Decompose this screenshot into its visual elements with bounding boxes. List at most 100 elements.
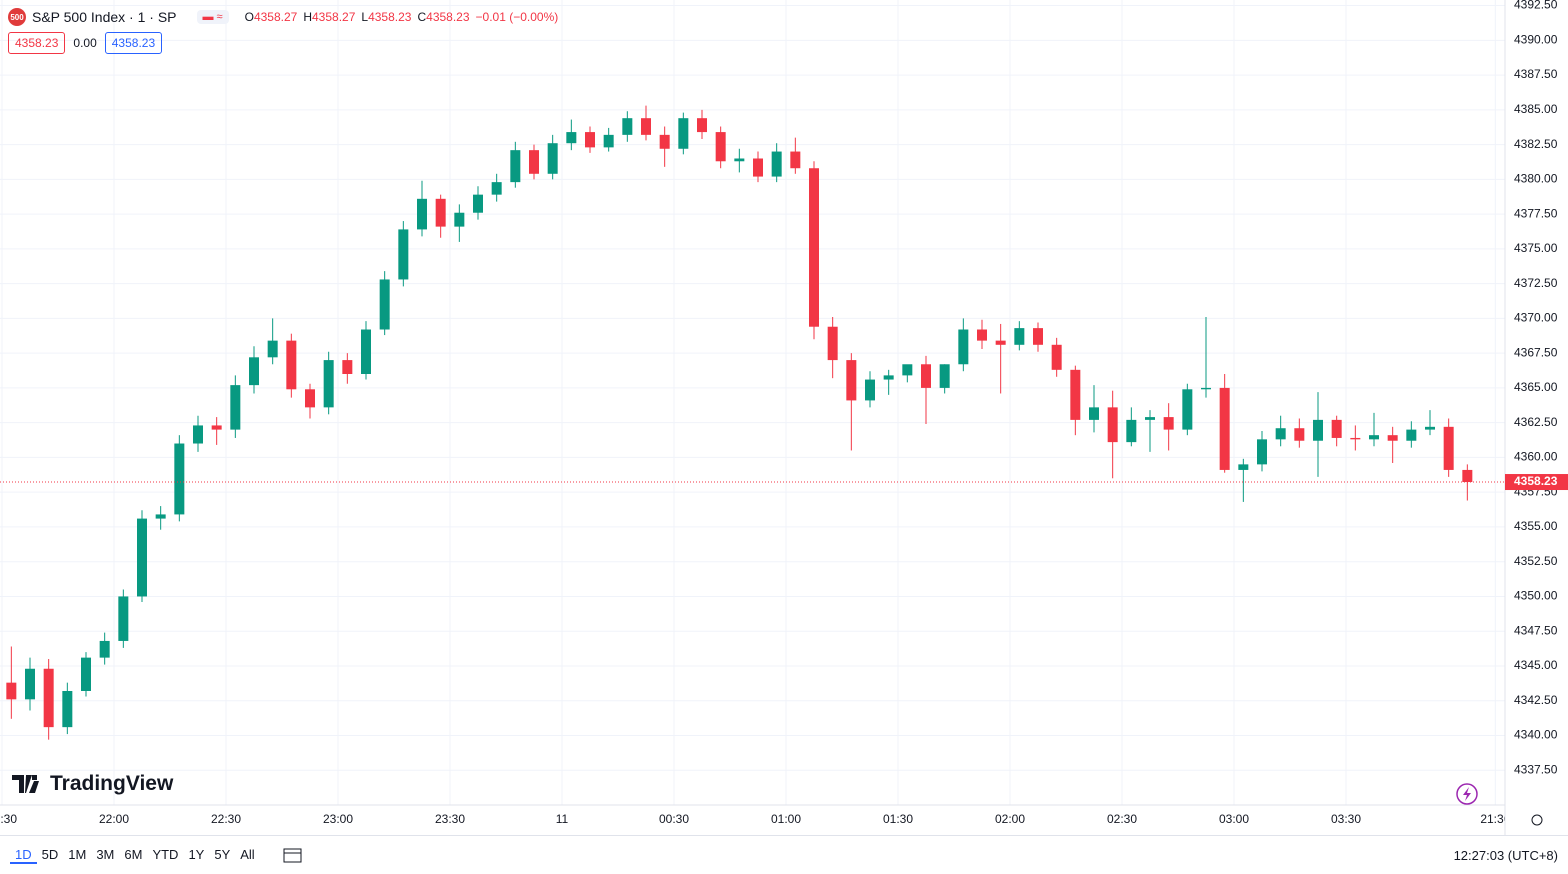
candle-body (641, 118, 651, 135)
change: −0.01 (−0.00%) (475, 10, 559, 24)
brand-logo (12, 775, 39, 793)
candle-body (753, 158, 763, 177)
range-button[interactable]: 6M (124, 846, 143, 862)
last-price-label: 4358.23 (1514, 474, 1558, 488)
ohlc-value: 4358.23 (426, 10, 470, 24)
candle-body (230, 385, 241, 430)
candle-body (827, 326, 838, 361)
range-button[interactable]: 3M (96, 846, 115, 862)
candle-body (678, 118, 689, 149)
y-tick-label: 4382.50 (1514, 137, 1558, 151)
candle-body (1051, 344, 1062, 370)
ohlc-values: O4358.27 H4358.27 L4358.23 C4358.23 (245, 10, 470, 24)
bottom-toolbar: 1D 5D 1M 3M 6M YTD 1Y 5Y All 12:27:03 (UTC+8) (0, 835, 1568, 874)
candle-body (566, 132, 577, 144)
y-tick-label: 4390.00 (1514, 32, 1558, 46)
candle-body (25, 668, 35, 700)
candle-body (547, 143, 558, 174)
candle-body (1182, 389, 1193, 430)
ohlc-key: L (361, 10, 369, 24)
y-tick-label: 4375.00 (1514, 241, 1558, 255)
candle-body (1163, 417, 1174, 430)
candle-body (1219, 387, 1230, 470)
range-button[interactable]: 5D (41, 846, 59, 862)
y-tick-label: 4355.00 (1514, 519, 1558, 533)
range-button[interactable]: 1Y (188, 846, 205, 862)
indicator-pill[interactable]: ▬ ≈ (196, 10, 229, 24)
candle-body (62, 690, 73, 728)
candle-body (305, 389, 315, 408)
symbol-logo: 500 (8, 8, 26, 26)
y-tick-label: 4372.50 (1514, 276, 1558, 290)
candle-body (510, 150, 521, 183)
candles (0, 105, 1505, 740)
date-range-icon[interactable] (282, 845, 304, 865)
chart: 21:30 22:00 22:30 23:00 23:30 11 00:30 01:00 01:… (0, 0, 1568, 835)
candle-body (398, 229, 409, 280)
lightning-glyph (1463, 787, 1471, 801)
candle-body (697, 118, 707, 133)
candle-body (435, 198, 446, 227)
candle-body (1107, 407, 1118, 443)
x-tick-label: 23:00 (323, 812, 353, 826)
candle-body (995, 340, 1006, 345)
candle-body (1201, 387, 1211, 390)
y-tick-label: 4380.00 (1514, 172, 1558, 186)
candle-body (379, 279, 390, 330)
candle-body (1331, 419, 1342, 438)
y-tick-label: 4347.50 (1514, 623, 1558, 637)
y-tick-label: 4340.00 (1514, 728, 1558, 742)
y-tick-label: 4360.00 (1514, 450, 1558, 464)
y-tick-label: 4362.50 (1514, 415, 1558, 429)
candle-body (659, 134, 670, 149)
range-button[interactable]: 5Y (214, 846, 231, 862)
range-button[interactable]: 1D (10, 847, 37, 864)
candle-body (622, 118, 633, 135)
bid[interactable]: 4358.23 (8, 32, 66, 54)
x-tick-label: 21:30 (1480, 812, 1510, 826)
candle-body (1387, 435, 1398, 441)
range-button[interactable]: 1M (68, 846, 87, 862)
candle-body (529, 150, 539, 174)
range-button[interactable]: All (240, 846, 255, 862)
candle-body (1462, 469, 1473, 483)
x-tick-label: 21:30 (0, 812, 17, 826)
candle-body (734, 158, 745, 162)
candle-body (790, 151, 801, 169)
x-tick-label: 00:30 (659, 812, 689, 826)
candle-body (883, 375, 894, 380)
x-tick-label: 22:30 (211, 812, 241, 826)
ohlc-item: O4358.27 (245, 10, 298, 24)
ohlc-key: H (303, 10, 312, 24)
ohlc-item: H4358.27 (303, 10, 355, 24)
candle-body (958, 329, 969, 365)
symbol-title[interactable]: S&P 500 Index · 1 · SP (32, 9, 177, 25)
y-tick-label: 4367.50 (1514, 345, 1558, 359)
candle-body (174, 443, 185, 515)
range-button[interactable]: YTD (152, 846, 179, 862)
candle-body (454, 212, 465, 227)
ask[interactable]: 4358.23 (104, 32, 163, 54)
candle-body (361, 329, 371, 374)
candle-body (1033, 328, 1043, 345)
x-tick-label: 23:30 (435, 812, 465, 826)
candle-body (902, 364, 913, 376)
lightning-icon[interactable] (1456, 783, 1478, 805)
ohlc-value: 4358.23 (368, 10, 412, 24)
candle-body (939, 364, 950, 388)
x-tick-label: 03:00 (1219, 812, 1249, 826)
candle-body (809, 168, 819, 327)
candle-body (1313, 419, 1323, 441)
candle-body (267, 340, 278, 358)
candle-body (286, 340, 297, 390)
settings-icon[interactable] (1531, 814, 1543, 826)
candle-body (1238, 464, 1249, 470)
candle-body (342, 360, 353, 374)
candle-body (473, 194, 483, 213)
candle-body (43, 668, 54, 728)
candle-body (603, 134, 614, 148)
candle-body (118, 596, 129, 641)
candle-body (585, 132, 595, 148)
x-tick-label: 02:30 (1107, 812, 1137, 826)
